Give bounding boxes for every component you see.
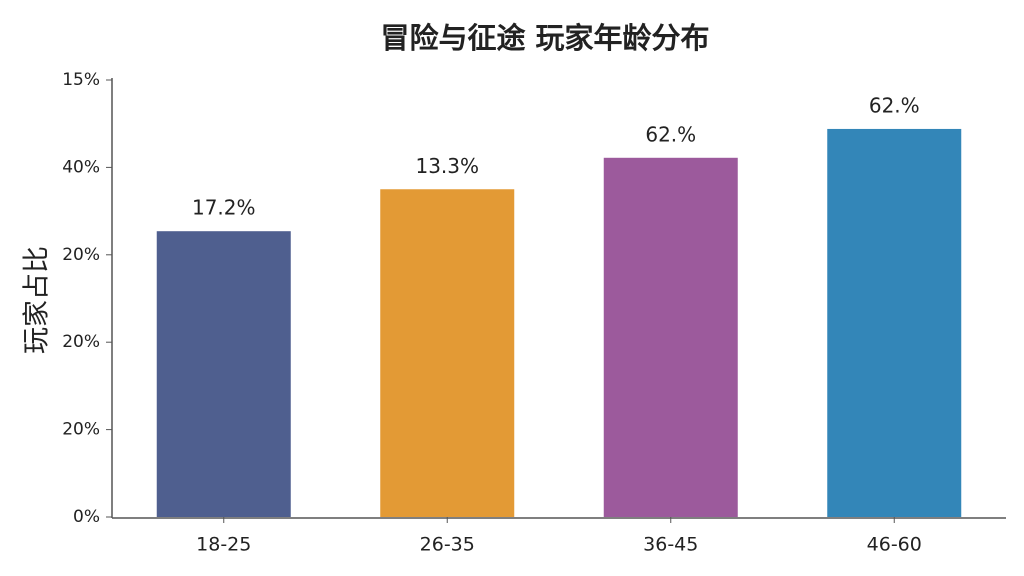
value-label: 62.% [869, 93, 920, 117]
y-tick-label: 40% [62, 157, 100, 177]
x-tick-label: 36-45 [643, 534, 698, 556]
value-label: 62.% [645, 122, 696, 146]
y-tick-label: 0% [73, 507, 100, 527]
y-axis-label: 玩家占比 [22, 246, 53, 354]
x-tick-label: 26-35 [420, 534, 475, 556]
x-tick-label: 18-25 [196, 534, 251, 556]
y-tick-label: 15% [62, 70, 100, 90]
y-tick-label: 20% [62, 332, 100, 352]
bar [156, 231, 291, 517]
y-tick-label: 20% [62, 245, 100, 265]
bar [603, 157, 738, 517]
bar [827, 128, 962, 517]
chart-title: 冒险与征途 玩家年龄分布 [380, 21, 709, 55]
y-tick-label: 20% [62, 420, 100, 440]
value-label: 17.2% [192, 196, 256, 220]
bar [380, 189, 515, 517]
x-tick-label: 46-60 [867, 534, 922, 556]
value-label: 13.3% [415, 154, 479, 178]
